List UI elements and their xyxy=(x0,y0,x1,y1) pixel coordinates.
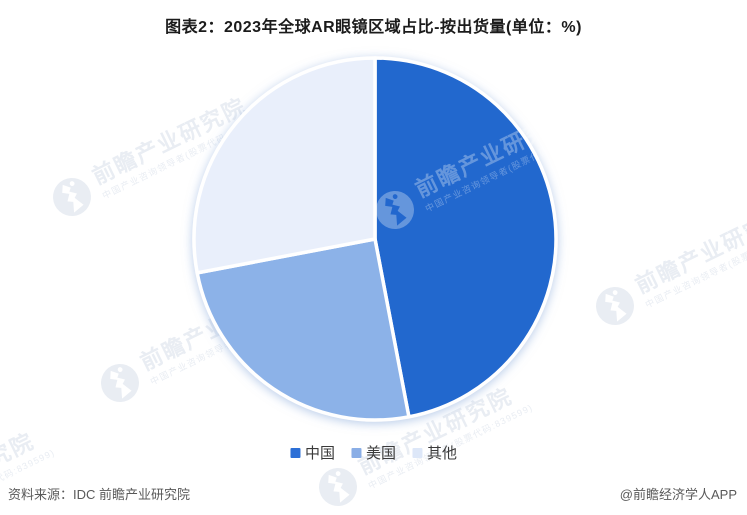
pie-slice-中国[interactable] xyxy=(373,56,558,419)
footer-source: 资料来源：IDC 前瞻产业研究院 xyxy=(8,487,191,502)
chart-title: 图表2：2023年全球AR眼镜区域占比-按出货量(单位：%) xyxy=(165,19,582,36)
footer-credit: @前瞻经济学人APP xyxy=(619,487,737,502)
legend-swatch-icon xyxy=(412,447,423,458)
pie-slice-其他[interactable] xyxy=(192,56,377,275)
legend-item-中国[interactable]: 中国 xyxy=(289,442,335,463)
legend-item-其他[interactable]: 其他 xyxy=(412,442,457,463)
legend-swatch-icon xyxy=(350,447,361,458)
legend-item-美国[interactable]: 美国 xyxy=(350,442,397,463)
watermark-main-text: 前瞻产业研究院 xyxy=(411,106,574,203)
legend-label: 美国 xyxy=(365,445,397,462)
pie-slice-美国[interactable] xyxy=(195,237,411,422)
qianzhan-logo-icon xyxy=(376,191,414,229)
legend: 中国 美国 其他 xyxy=(289,442,457,463)
watermark: 前瞻产业研究院中国产业咨询领导者(股票代码:839599) xyxy=(368,100,592,237)
legend-label: 其他 xyxy=(427,445,458,462)
watermark-sub-text: 中国产业咨询领导者(股票代码:839599) xyxy=(423,125,592,214)
legend-label: 中国 xyxy=(304,445,335,462)
legend-swatch-icon xyxy=(289,447,300,458)
